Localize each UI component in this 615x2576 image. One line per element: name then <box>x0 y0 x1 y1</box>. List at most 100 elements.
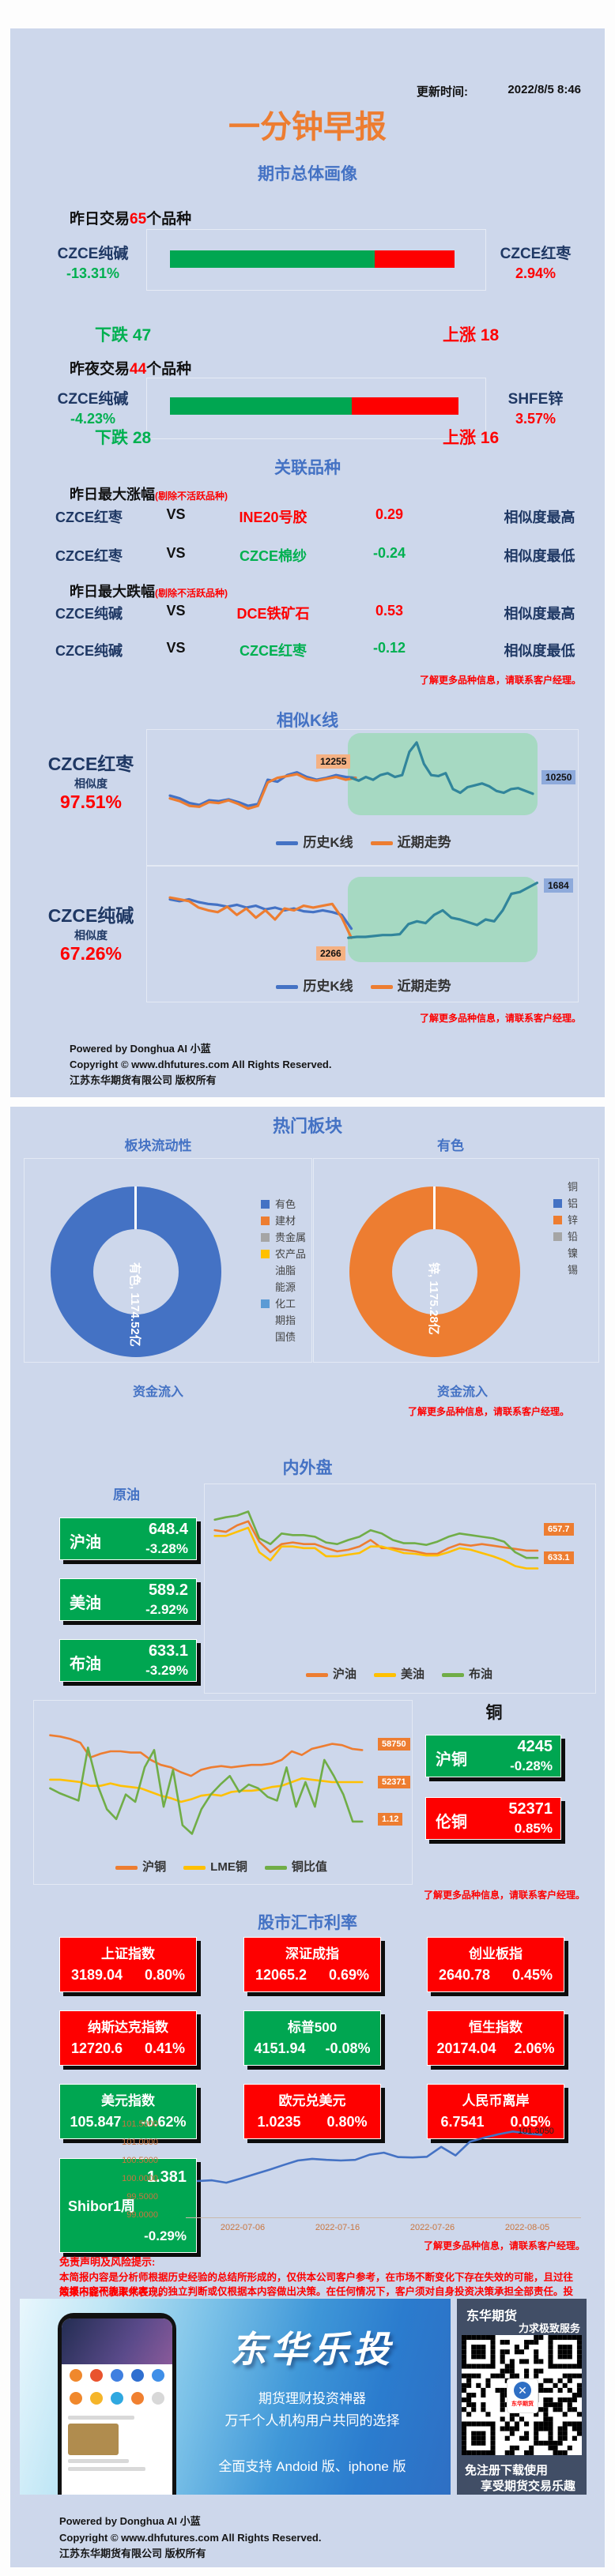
related-row-a: CZCE纯碱 <box>55 606 123 622</box>
shibor-card[interactable]: 1.381 Shibor1周 -0.29% <box>59 2158 197 2253</box>
app-icon <box>111 2392 123 2405</box>
legend-item[interactable]: 镍 <box>553 1245 578 1262</box>
related-row-b: DCE铁矿石 <box>236 606 310 622</box>
app-icon <box>152 2392 164 2405</box>
legend-item[interactable]: 铜 <box>553 1179 578 1195</box>
legend-item[interactable]: 铝 <box>553 1195 578 1212</box>
legend-label: 国债 <box>275 1331 296 1343</box>
related-up-title-note: (剔除不活跃品种) <box>155 491 228 502</box>
legend-item[interactable]: 油脂 <box>261 1262 306 1279</box>
price-card-lme-copper[interactable]: 伦铜 52371 0.85% <box>425 1797 561 1840</box>
similar-chart2-sim-value: 67.26% <box>59 943 122 964</box>
app-ad-banner[interactable]: 东华乐投 期货理财投资神器 万千个人机构用户共同的选择 全面支持 Andoid … <box>20 2299 451 2495</box>
copyright-line: Copyright © www.dhfutures.com All Rights… <box>59 2532 322 2544</box>
legend-item[interactable]: 铅 <box>553 1228 578 1245</box>
index-card-dxy[interactable]: 美元指数 105.847 -0.62% <box>59 2084 197 2139</box>
legend-item[interactable]: 农产品 <box>261 1246 306 1262</box>
legend-item-history: 历史K线 <box>276 975 353 995</box>
index-card-chinext[interactable]: 创业板指 2640.78 0.45% <box>427 1937 564 1992</box>
legend-item[interactable]: 锡 <box>553 1262 578 1278</box>
price-card-brent[interactable]: 布油 633.1 -3.29% <box>59 1639 197 1682</box>
donut-hole <box>392 1229 477 1314</box>
legend-label: 油脂 <box>275 1265 296 1277</box>
qr-code[interactable]: ✕ 东华期货 <box>462 2335 582 2455</box>
index-card-sse[interactable]: 上证指数 3189.04 0.80% <box>59 1937 197 1992</box>
legend-label: 美油 <box>400 1668 424 1681</box>
donut-right-legend[interactable]: 铜 铝 锌 铅 镍 锡 <box>553 1179 578 1278</box>
related-row-2: CZCE红枣 VS CZCE棉纱 -0.24 相似度最低 <box>0 545 615 564</box>
day-down-count: 下跌 47 <box>95 326 152 344</box>
brand-subtitle: 力求极致服务 <box>518 2322 580 2334</box>
related-row-value: -0.24 <box>372 545 406 561</box>
section-title-related: 关联品种 <box>274 459 341 477</box>
night-suffix: 个品种 <box>146 361 192 378</box>
banner-slogan-2: 万千个人机构用户共同的选择 <box>224 2413 400 2428</box>
legend-item[interactable]: 能源 <box>261 1279 306 1296</box>
index-card-eurusd[interactable]: 欧元兑美元 1.0235 0.80% <box>243 2084 381 2139</box>
recent-line-swatch <box>370 985 393 990</box>
legend-swatch <box>442 1672 464 1677</box>
oil-title: 原油 <box>113 1487 140 1502</box>
price-card-huoil[interactable]: 沪油 648.4 -3.28% <box>59 1517 197 1560</box>
junction-price-label: 12255 <box>316 754 351 769</box>
price-card-shfe-copper[interactable]: 沪铜 4245 -0.28% <box>425 1735 561 1777</box>
legend-label: 铅 <box>568 1231 579 1243</box>
legend-item[interactable]: 化工 <box>261 1296 306 1312</box>
shibor-line-chart[interactable] <box>186 2123 581 2218</box>
section-title-similar: 相似K线 <box>276 712 339 730</box>
app-icon-row-1 <box>62 2366 172 2389</box>
night-bar-red <box>351 397 458 415</box>
card-name: 人民币离岸 <box>462 2093 530 2108</box>
legend-label: 期指 <box>275 1314 296 1326</box>
index-card-nasdaq[interactable]: 纳斯达克指数 12720.6 0.41% <box>59 2010 197 2066</box>
card-name: 欧元兑美元 <box>278 2093 346 2108</box>
card-name: 布油 <box>70 1656 101 1673</box>
night-up-count: 上涨 16 <box>443 429 500 447</box>
night-count: 44 <box>130 361 147 378</box>
banner-support-line: 全面支持 Andoid 版、iphone 版 <box>218 2459 406 2474</box>
night-down-count: 下跌 28 <box>95 429 152 447</box>
card-name: 上证指数 <box>101 1946 155 1961</box>
legend-item[interactable]: 期指 <box>261 1312 306 1329</box>
price-card-usoil[interactable]: 美油 589.2 -2.92% <box>59 1578 197 1621</box>
related-row-vs: VS <box>166 640 186 656</box>
legend-item[interactable]: 锌 <box>553 1212 578 1228</box>
qr-caption-2: 享受期货交易乐趣 <box>481 2480 576 2493</box>
related-row-4: CZCE纯碱 VS CZCE红枣 -0.12 相似度最低 <box>0 640 615 659</box>
powered-by-line: Powered by Donghua AI 小蓝 <box>59 2515 201 2527</box>
index-card-sp500[interactable]: 标普500 4151.94 -0.08% <box>243 2010 381 2066</box>
donut-nonferrous[interactable] <box>349 1186 520 1357</box>
legend-item[interactable]: 有色 <box>261 1196 306 1213</box>
contact-note-hot: 了解更多品种信息，请联系客户经理。 <box>407 1406 569 1417</box>
similar-chart2-legend: 历史K线 近期走势 <box>229 975 498 995</box>
similar-chart1-name: CZCE红枣 <box>47 754 134 774</box>
similar-kline-chart-soda[interactable] <box>149 869 575 970</box>
card-value: 3189.04 <box>70 1967 123 1983</box>
similar-kline-chart-jujube[interactable] <box>149 733 575 836</box>
app-list-line <box>68 2459 129 2463</box>
copper-legend: 沪铜 LME铜 铜比值 <box>71 1858 372 1875</box>
copper-line-chart[interactable] <box>43 1716 375 1848</box>
donut-left-frame <box>24 1158 312 1363</box>
legend-item[interactable]: 贵金属 <box>261 1229 306 1246</box>
index-card-szse[interactable]: 深证成指 12065.2 0.69% <box>243 1937 381 1992</box>
night-count-heading: 昨夜交易44个品种 <box>70 357 191 378</box>
night-bar-box <box>146 378 486 439</box>
card-name: 恒生指数 <box>469 2020 523 2035</box>
shibor-end-label: 101.3050 <box>518 2127 554 2136</box>
legend-label: 历史K线 <box>303 979 353 994</box>
donut-left-legend[interactable]: 有色 建材 贵金属 农产品 油脂 能源 化工 期指 国债 <box>261 1196 306 1345</box>
index-card-cnh[interactable]: 人民币离岸 6.7541 0.05% <box>427 2084 564 2139</box>
shibor-xtick: 2022-07-26 <box>409 2223 455 2232</box>
legend-item[interactable]: 国债 <box>261 1329 306 1345</box>
legend-item[interactable]: 建材 <box>261 1213 306 1229</box>
index-card-hsi[interactable]: 恒生指数 20174.04 2.06% <box>427 2010 564 2066</box>
legend-swatch <box>553 1232 562 1241</box>
night-loser-name: CZCE纯碱 <box>57 391 129 408</box>
oil-line-chart[interactable] <box>207 1495 591 1585</box>
donut-sector-liquidity[interactable] <box>51 1186 221 1357</box>
card-value: 12065.2 <box>255 1967 308 1983</box>
related-row-vs: VS <box>166 506 186 522</box>
legend-label: 能源 <box>275 1281 296 1293</box>
